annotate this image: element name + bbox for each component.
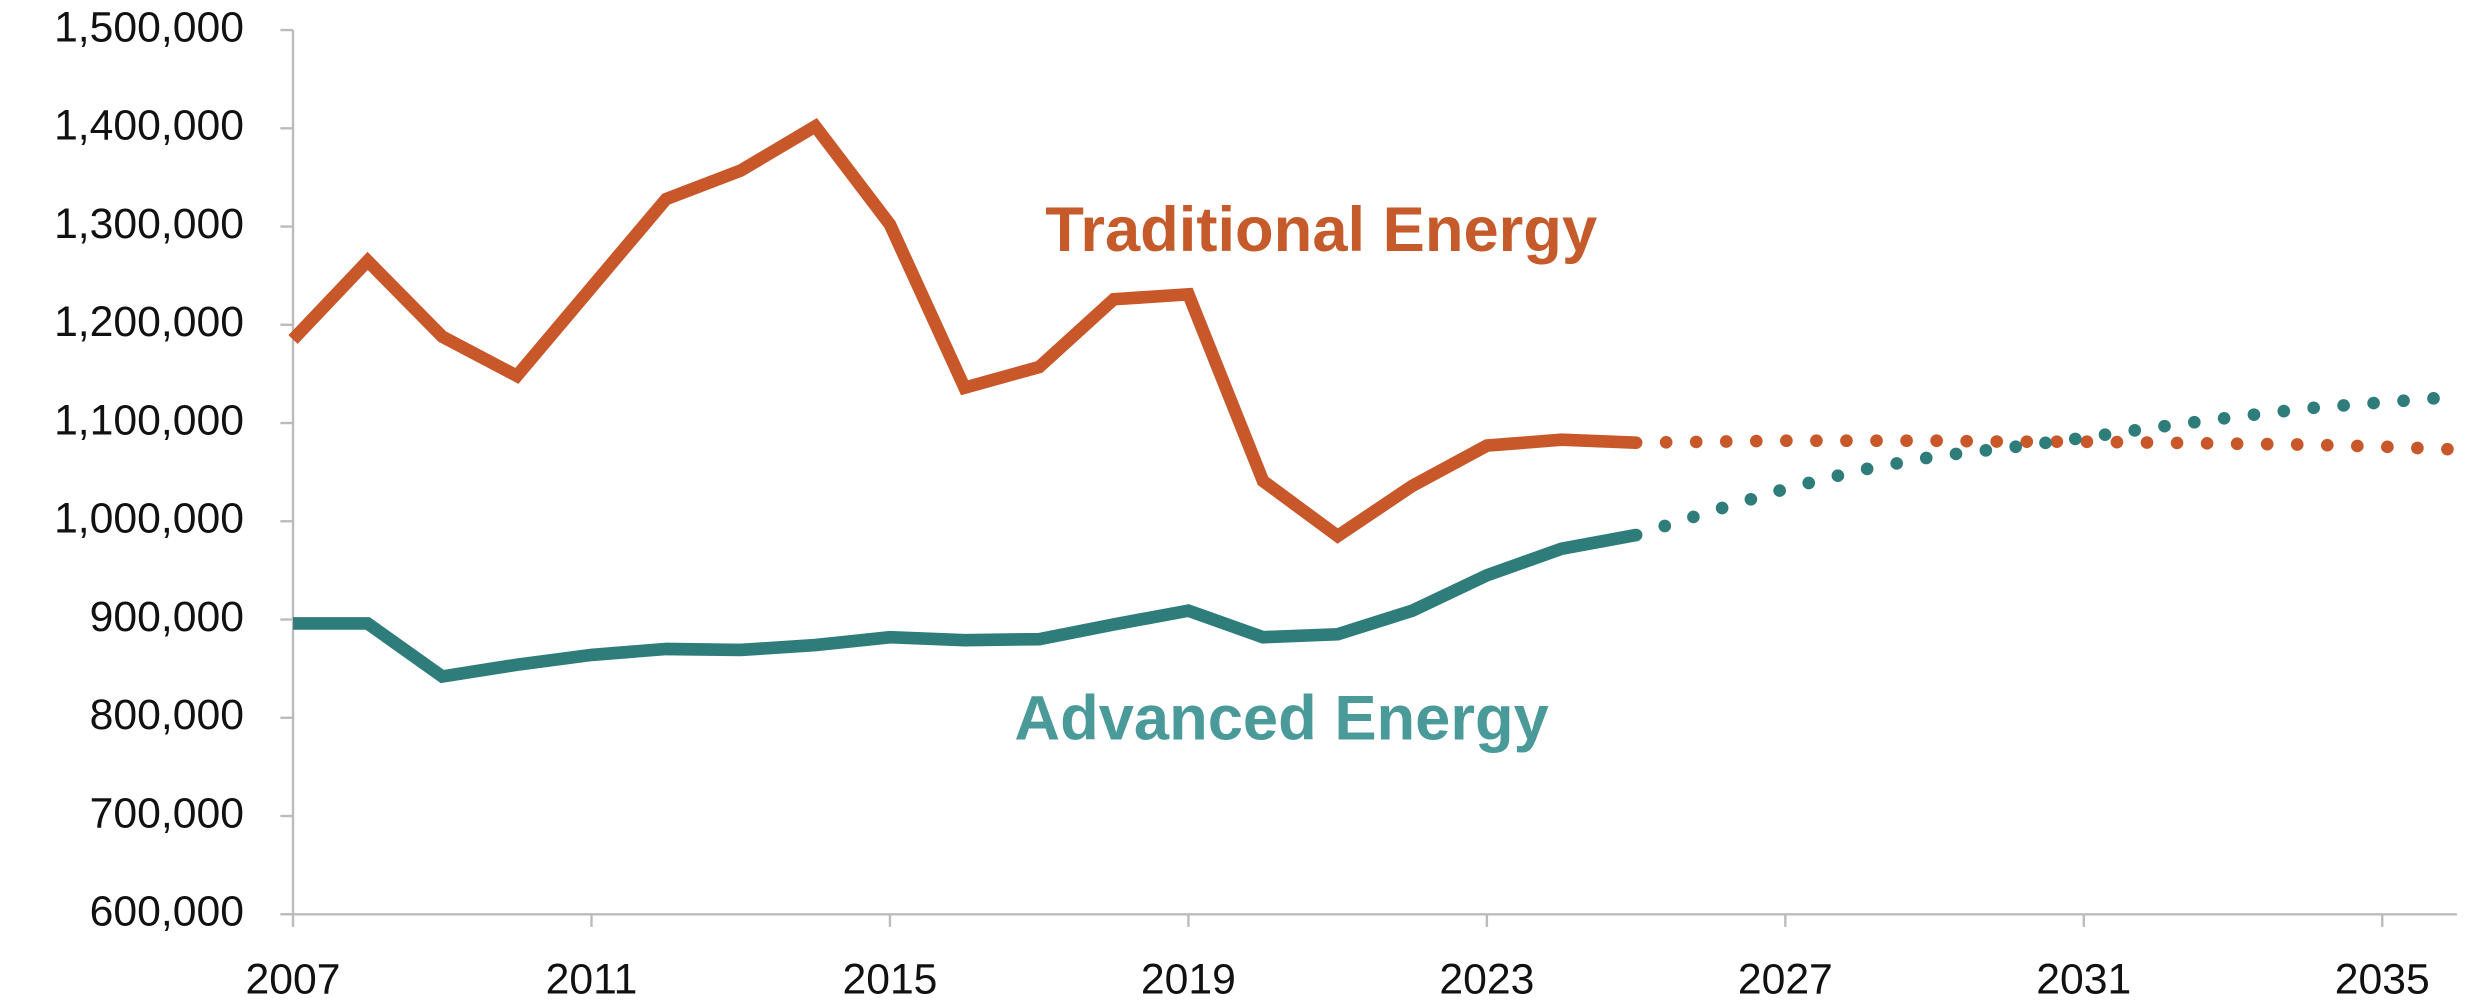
series-line [288, 118, 1637, 544]
y-tick-label: 1,400,000 [54, 102, 244, 150]
y-tick-label: 700,000 [90, 789, 244, 837]
y-tick-label: 600,000 [90, 888, 244, 936]
y-tick-label: 1,500,000 [54, 3, 244, 51]
x-tick-label: 2007 [246, 956, 341, 1004]
y-tick-label: 1,100,000 [54, 396, 244, 444]
x-tick-label: 2031 [2036, 956, 2131, 1004]
y-tick-label: 800,000 [90, 691, 244, 739]
y-tick-label: 900,000 [90, 593, 244, 641]
projection-line [1629, 390, 2464, 542]
x-tick-label: 2027 [1738, 956, 1833, 1004]
series-annotation: Advanced Energy [1014, 684, 1548, 754]
x-tick-label: 2019 [1141, 956, 1236, 1004]
y-tick-label: 1,300,000 [54, 200, 244, 248]
y-tick-label: 1,000,000 [54, 495, 244, 543]
x-tick-label: 2023 [1439, 956, 1534, 1004]
y-tick-label: 1,200,000 [54, 298, 244, 346]
x-tick-label: 2011 [546, 956, 638, 1004]
series-annotation: Traditional Energy [1045, 195, 1597, 265]
x-tick-label: 2035 [2335, 956, 2430, 1004]
series-line [293, 528, 1638, 684]
x-tick-label: 2015 [842, 956, 937, 1004]
